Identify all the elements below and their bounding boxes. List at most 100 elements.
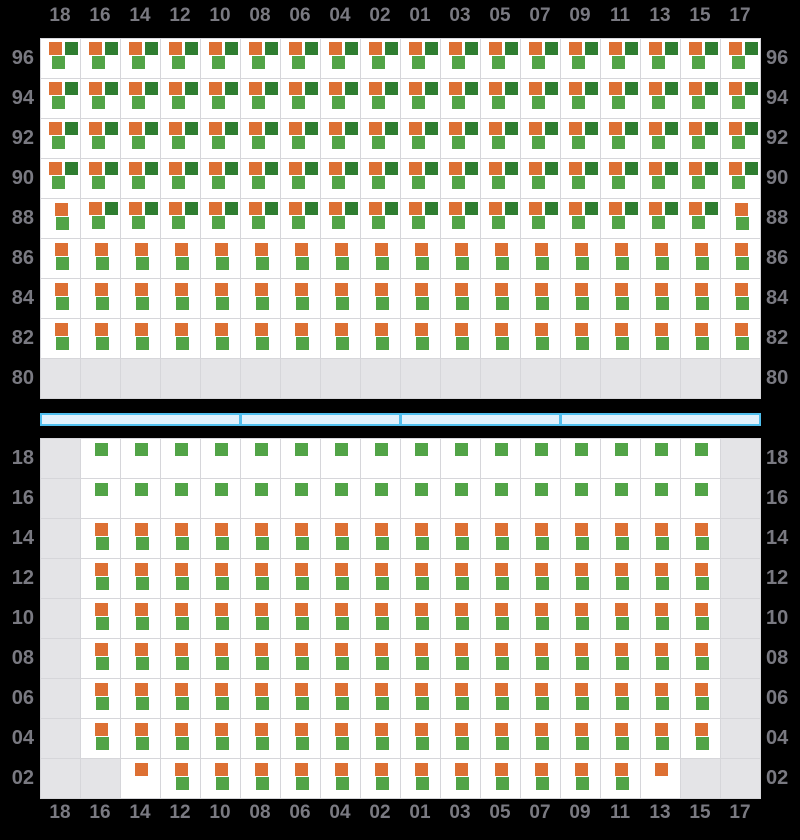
seat-cell-84-04[interactable] [321, 279, 360, 318]
seat-cell-94-17[interactable] [721, 79, 760, 118]
seat-cell-04-14[interactable] [121, 719, 160, 758]
seat-cell-92-12[interactable] [161, 119, 200, 158]
seat-cell-06-07[interactable] [521, 679, 560, 718]
seat-cell-18-06[interactable] [281, 439, 320, 478]
seat-cell-08-03[interactable] [441, 639, 480, 678]
seat-cell-18-01[interactable] [401, 439, 440, 478]
seat-cell-14-04[interactable] [321, 519, 360, 558]
seat-cell-96-09[interactable] [561, 39, 600, 78]
seat-cell-96-07[interactable] [521, 39, 560, 78]
seat-cell-92-06[interactable] [281, 119, 320, 158]
seat-cell-82-02[interactable] [361, 319, 400, 358]
seat-cell-04-02[interactable] [361, 719, 400, 758]
seat-cell-88-06[interactable] [281, 199, 320, 238]
seat-cell-88-09[interactable] [561, 199, 600, 238]
seat-cell-10-09[interactable] [561, 599, 600, 638]
seat-cell-92-17[interactable] [721, 119, 760, 158]
seat-cell-16-13[interactable] [641, 479, 680, 518]
seat-cell-90-01[interactable] [401, 159, 440, 198]
seat-cell-06-16[interactable] [81, 679, 120, 718]
seat-cell-18-11[interactable] [601, 439, 640, 478]
seat-cell-84-03[interactable] [441, 279, 480, 318]
seat-cell-16-02[interactable] [361, 479, 400, 518]
seat-cell-02-06[interactable] [281, 759, 320, 798]
seat-cell-82-06[interactable] [281, 319, 320, 358]
seat-cell-96-11[interactable] [601, 39, 640, 78]
seat-cell-16-08[interactable] [241, 479, 280, 518]
seat-cell-02-11[interactable] [601, 759, 640, 798]
seat-cell-94-03[interactable] [441, 79, 480, 118]
seat-cell-08-09[interactable] [561, 639, 600, 678]
seat-cell-12-16[interactable] [81, 559, 120, 598]
seat-cell-86-14[interactable] [121, 239, 160, 278]
seat-cell-16-06[interactable] [281, 479, 320, 518]
seat-cell-12-14[interactable] [121, 559, 160, 598]
seat-cell-10-01[interactable] [401, 599, 440, 638]
seat-cell-86-16[interactable] [81, 239, 120, 278]
seat-cell-92-03[interactable] [441, 119, 480, 158]
seat-cell-84-02[interactable] [361, 279, 400, 318]
seat-cell-94-10[interactable] [201, 79, 240, 118]
seat-cell-88-07[interactable] [521, 199, 560, 238]
seat-cell-14-13[interactable] [641, 519, 680, 558]
seat-cell-84-18[interactable] [41, 279, 80, 318]
seat-cell-90-11[interactable] [601, 159, 640, 198]
seat-cell-06-03[interactable] [441, 679, 480, 718]
seat-cell-96-15[interactable] [681, 39, 720, 78]
seat-cell-96-04[interactable] [321, 39, 360, 78]
seat-cell-84-06[interactable] [281, 279, 320, 318]
seat-cell-02-12[interactable] [161, 759, 200, 798]
seat-cell-18-14[interactable] [121, 439, 160, 478]
seat-cell-82-13[interactable] [641, 319, 680, 358]
seat-cell-08-16[interactable] [81, 639, 120, 678]
seat-cell-88-15[interactable] [681, 199, 720, 238]
seat-cell-92-08[interactable] [241, 119, 280, 158]
seat-cell-08-11[interactable] [601, 639, 640, 678]
seat-cell-18-13[interactable] [641, 439, 680, 478]
seat-cell-04-04[interactable] [321, 719, 360, 758]
seat-cell-02-02[interactable] [361, 759, 400, 798]
seat-cell-04-11[interactable] [601, 719, 640, 758]
seat-cell-84-07[interactable] [521, 279, 560, 318]
seat-cell-12-07[interactable] [521, 559, 560, 598]
seat-cell-16-16[interactable] [81, 479, 120, 518]
seat-cell-92-04[interactable] [321, 119, 360, 158]
seat-cell-84-11[interactable] [601, 279, 640, 318]
seat-cell-04-01[interactable] [401, 719, 440, 758]
seat-cell-10-16[interactable] [81, 599, 120, 638]
seat-cell-94-08[interactable] [241, 79, 280, 118]
seat-cell-96-18[interactable] [41, 39, 80, 78]
seat-cell-96-06[interactable] [281, 39, 320, 78]
seat-cell-94-02[interactable] [361, 79, 400, 118]
seat-cell-12-01[interactable] [401, 559, 440, 598]
seat-cell-82-12[interactable] [161, 319, 200, 358]
seat-cell-02-03[interactable] [441, 759, 480, 798]
seat-cell-10-13[interactable] [641, 599, 680, 638]
seat-cell-82-03[interactable] [441, 319, 480, 358]
seat-cell-84-01[interactable] [401, 279, 440, 318]
seat-cell-92-07[interactable] [521, 119, 560, 158]
seat-cell-82-09[interactable] [561, 319, 600, 358]
seat-cell-04-06[interactable] [281, 719, 320, 758]
seat-cell-10-04[interactable] [321, 599, 360, 638]
seat-cell-08-01[interactable] [401, 639, 440, 678]
seat-cell-06-09[interactable] [561, 679, 600, 718]
seat-cell-94-14[interactable] [121, 79, 160, 118]
seat-cell-16-09[interactable] [561, 479, 600, 518]
seat-cell-06-06[interactable] [281, 679, 320, 718]
seat-cell-86-04[interactable] [321, 239, 360, 278]
seat-cell-96-14[interactable] [121, 39, 160, 78]
seat-cell-92-11[interactable] [601, 119, 640, 158]
seat-cell-90-02[interactable] [361, 159, 400, 198]
seat-cell-04-09[interactable] [561, 719, 600, 758]
seat-cell-14-09[interactable] [561, 519, 600, 558]
seat-cell-94-04[interactable] [321, 79, 360, 118]
seat-cell-12-04[interactable] [321, 559, 360, 598]
seat-cell-88-10[interactable] [201, 199, 240, 238]
seat-cell-84-14[interactable] [121, 279, 160, 318]
seat-cell-82-18[interactable] [41, 319, 80, 358]
seat-cell-16-10[interactable] [201, 479, 240, 518]
seat-cell-10-02[interactable] [361, 599, 400, 638]
seat-cell-10-03[interactable] [441, 599, 480, 638]
seat-cell-94-06[interactable] [281, 79, 320, 118]
